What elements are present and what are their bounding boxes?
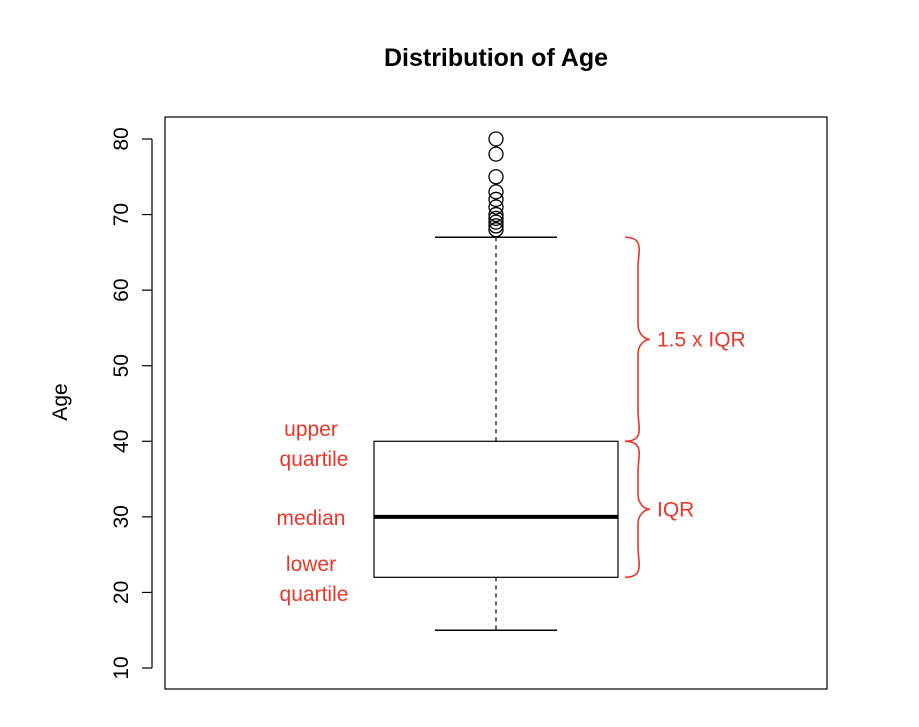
outlier-point	[488, 214, 504, 230]
plot-frame	[164, 116, 828, 690]
whisker-range-brace	[624, 236, 651, 443]
median-label: median	[277, 507, 346, 530]
y-tick-label: 50	[110, 354, 133, 377]
outlier-point	[488, 222, 504, 238]
iqr-box	[373, 440, 619, 578]
y-tick-label: 80	[110, 127, 133, 150]
lower-quartile-label: quartile	[280, 583, 349, 606]
chart-title: Distribution of Age	[384, 44, 608, 72]
y-tick-label: 30	[110, 505, 133, 528]
whisker-range-label: 1.5 x IQR	[657, 328, 746, 351]
y-axis: 10 20 30 40 50 60 70 80	[110, 127, 153, 680]
iqr-brace	[624, 440, 651, 579]
outlier-point	[488, 169, 504, 185]
y-tick-label: 60	[110, 278, 133, 301]
lower-quartile-label: lower	[286, 553, 336, 576]
y-tick-label: 40	[110, 430, 133, 453]
y-tick-label: 70	[110, 203, 133, 226]
outlier-point	[488, 131, 504, 147]
upper-quartile-label: quartile	[280, 448, 349, 471]
y-tick-label: 20	[110, 581, 133, 604]
outlier-point	[488, 146, 504, 162]
outlier-point	[488, 210, 504, 227]
outlier-point	[488, 206, 504, 223]
outlier-point	[488, 199, 504, 215]
outlier-point	[488, 191, 504, 208]
box-plot	[373, 236, 619, 631]
y-tick-label: 10	[110, 656, 133, 679]
outlier-point	[488, 218, 504, 234]
y-axis-label: Age	[49, 383, 72, 420]
annotations: upper quartile median lower quartile 1.5 x IQ…	[277, 236, 746, 606]
upper-quartile-label: upper	[284, 418, 338, 441]
iqr-label: IQR	[657, 498, 694, 521]
outlier-point	[488, 184, 504, 200]
outlier-points	[488, 131, 504, 238]
